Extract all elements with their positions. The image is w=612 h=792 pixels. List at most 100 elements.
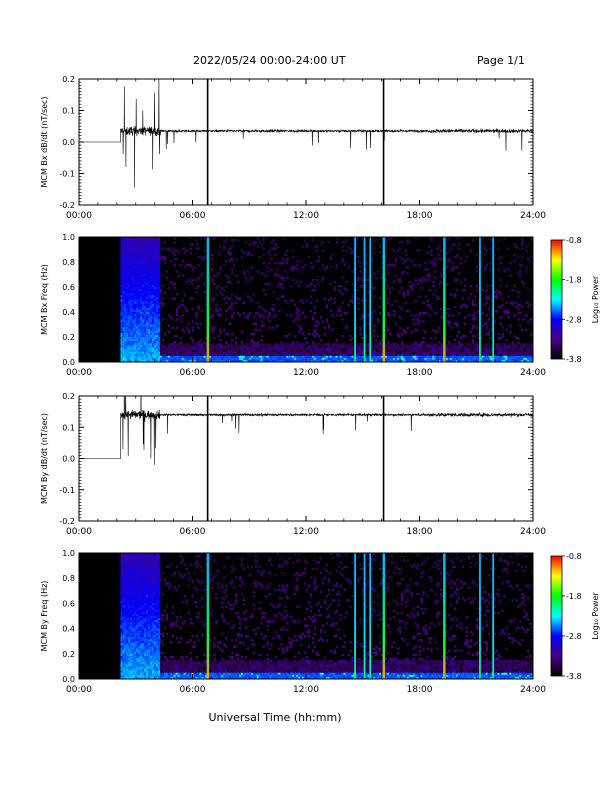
spectrogram-cell [225,341,228,344]
spectrogram-cell [416,357,419,361]
spectrogram-cell [146,237,149,240]
spectrogram-cell [469,330,473,334]
spectrogram-cell [227,307,230,311]
spectrogram-cell [183,357,186,361]
spectrogram-cell [410,355,413,359]
spectrogram-cell [134,670,137,673]
spectrogram-cell [144,245,147,248]
spectrogram-cell [321,359,325,363]
spectrogram-cell [343,357,346,361]
spectrogram-cell [452,351,455,354]
spectrogram-cell [473,295,477,298]
spectrogram-cell [124,312,127,315]
spectrogram-cell [337,345,340,348]
spectrogram-cell [290,349,293,352]
spectrogram-cell [136,347,139,350]
spectrogram-cell [225,353,228,357]
spectrogram-cell [132,241,135,244]
spectrogram-cell [300,280,303,284]
spectrogram-cell [260,351,263,354]
spectrogram-cell [148,257,151,261]
spectrogram-cell [250,347,253,350]
spectrogram-cell [302,343,305,346]
spectrogram-cell [300,328,303,332]
spectrogram-cell [175,351,178,354]
spectrogram-cell [456,357,459,361]
spectrogram-cell [126,649,129,652]
spectrogram-cell [134,599,137,602]
spectrogram-cell [396,349,400,352]
spectrogram-cell [278,347,281,350]
spectrogram-cell [258,241,261,244]
spectrogram-cell [230,339,234,342]
spectrogram-cell [260,334,263,338]
spectrogram-cell [199,349,202,352]
spectrogram-cell [361,314,364,317]
spectrogram-cell [142,576,145,579]
spectrogram-cell [120,303,123,307]
spectrogram-cell [136,622,139,625]
spectrogram-cell [155,341,159,344]
spectrogram-cell [339,343,342,346]
spectrogram-cell [450,357,453,361]
spectrogram-cell [120,241,123,244]
spectrogram-cell [126,588,129,592]
spectrogram-cell [185,351,188,354]
spectrogram-cell [124,658,127,661]
spectrogram-cell [232,359,236,363]
spectrogram-cells [120,237,534,363]
spectrogram-cell [398,326,402,329]
spectrogram-cell [154,341,157,344]
spectrogram-cell [126,647,129,650]
spectrogram-cell [505,349,508,352]
spectrogram-cell [459,257,463,261]
spectrogram-cell [124,345,127,348]
spectrogram-cell [203,282,206,286]
spectrogram-cell [250,355,253,359]
spectrogram-cell [136,649,139,652]
spectrogram-cell [527,357,530,361]
spectrogram-cell [195,343,198,346]
spectrogram-cell [132,239,135,242]
spectrogram-cell [306,351,309,354]
spectrogram-cell [225,347,228,350]
spectrogram-cell [146,278,149,282]
spectrogram-cell [154,332,157,336]
spectrogram-cell [343,262,346,265]
spectrogram-cell [503,309,506,313]
spectrogram-cell [138,272,141,275]
spectrogram-cell [219,328,222,332]
spectrogram-cell [400,359,404,363]
spectrogram-cell [134,289,137,292]
spectrogram-cell [319,355,323,359]
spectrogram-cell [459,353,463,357]
spectrogram-cell [197,326,200,329]
spectrogram-cell [126,357,129,361]
spectrogram-cell [138,305,141,309]
spectrogram-cell [266,251,269,254]
spectrogram-cell [329,353,332,357]
spectrogram-cell [150,262,153,265]
spectrogram-cell [454,266,457,269]
spectrogram-cell [367,353,370,357]
spectrogram-cell [438,353,441,357]
spectrogram-cell [173,264,177,267]
spectrogram-cell [126,664,129,667]
spectrogram-cell [124,662,127,665]
spectrogram-cell [284,343,287,346]
spectrogram-cell [398,334,402,338]
spectrogram-cell [155,268,159,271]
spectrogram-cell [195,357,198,361]
spectrogram-cell [315,320,319,323]
spectrogram-cell [254,322,257,325]
spectrogram-cell [134,647,137,650]
spectrogram-cell [124,632,127,636]
spectrogram-cell [483,357,486,361]
spectrogram-cell [420,278,423,282]
spectrogram-cell [509,349,512,352]
spectrogram-cell [124,287,127,290]
spectrogram-cell [223,345,226,348]
spectrogram-cell [134,658,137,661]
spectrogram-cell [120,316,123,319]
spectrogram-cell [227,357,230,361]
